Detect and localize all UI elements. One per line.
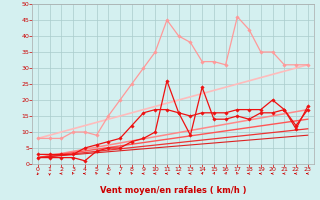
X-axis label: Vent moyen/en rafales ( km/h ): Vent moyen/en rafales ( km/h ) xyxy=(100,186,246,195)
